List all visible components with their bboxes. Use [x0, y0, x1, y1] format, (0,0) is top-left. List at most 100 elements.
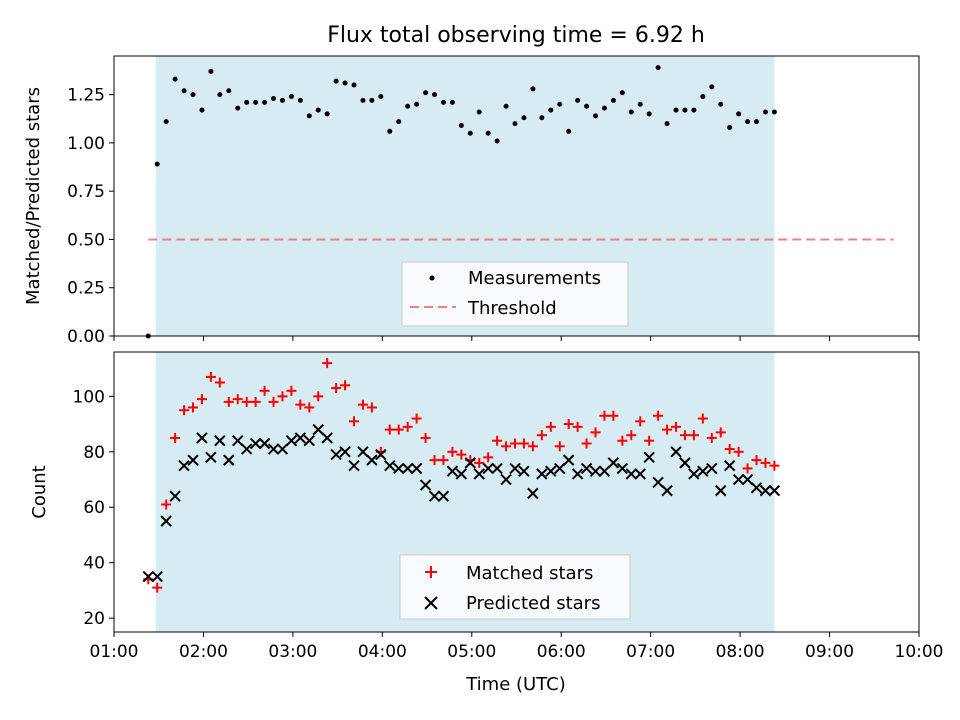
measurement-point	[306, 113, 312, 119]
top-ytick-label: 1.00	[67, 134, 105, 154]
matched-star-point	[742, 463, 753, 474]
predicted-star-point	[446, 465, 459, 477]
top-ytick-label: 0.00	[67, 327, 105, 347]
bottom-xtick-label: 07:00	[626, 642, 675, 662]
bottom-legend: Matched stars Predicted stars	[399, 554, 631, 620]
measurement-point	[771, 109, 777, 115]
predicted-star-point	[562, 454, 575, 466]
predicted-star-point	[196, 432, 208, 444]
matched-star-point	[322, 358, 333, 369]
measurement-point	[432, 92, 438, 98]
bottom-ytick-label: 80	[83, 443, 105, 463]
matched-star-point	[724, 444, 735, 455]
predicted-star-point	[732, 473, 745, 486]
predicted-star-point	[715, 484, 727, 497]
matched-star-point	[733, 446, 744, 457]
matched-star-point	[349, 416, 360, 427]
predicted-star-point	[545, 465, 557, 477]
predicted-star-point	[670, 446, 682, 458]
matched-star-point	[492, 435, 503, 446]
bottom-legend-box	[399, 554, 631, 620]
bottom-ytick-label: 20	[83, 609, 105, 629]
matched-star-point	[304, 402, 315, 413]
predicted-star-point	[142, 570, 154, 583]
measurement-point	[619, 90, 625, 96]
bottom-ytick-label: 40	[83, 554, 105, 574]
measurement-point	[467, 130, 473, 136]
matched-star-point	[205, 371, 216, 382]
predicted-star-point	[258, 437, 271, 450]
matched-star-point	[527, 441, 538, 452]
predicted-star-point	[598, 465, 611, 477]
measurement-point	[512, 121, 518, 127]
bottom-plot-frame	[113, 351, 920, 633]
measurement-point	[691, 107, 697, 113]
matched-star-point	[340, 380, 351, 391]
matched-star-point	[161, 499, 172, 510]
predicted-star-point	[276, 443, 289, 455]
measurement-point	[745, 119, 751, 125]
measurement-point	[360, 97, 366, 103]
matched-star-point	[769, 460, 780, 471]
matched-star-point	[688, 430, 699, 441]
top-legend-box	[401, 261, 629, 327]
matched-star-point	[474, 457, 485, 468]
matched-star-point	[554, 441, 565, 452]
predicted-star-point	[464, 457, 476, 469]
matched-star-point	[456, 449, 467, 460]
predicted-star-point	[249, 437, 262, 450]
predicted-star-point	[348, 459, 360, 472]
predicted-star-point	[384, 459, 396, 472]
predicted-star-point	[223, 454, 235, 466]
top-series	[145, 65, 894, 339]
predicted-star-point	[240, 443, 253, 455]
legend-measurements-label: Measurements	[468, 268, 601, 289]
measurement-point	[610, 97, 616, 103]
measurement-point	[378, 94, 384, 100]
predicted-star-point	[652, 476, 664, 489]
measurement-point	[297, 97, 303, 103]
measurement-point	[530, 86, 536, 92]
predicted-star-point	[169, 490, 181, 502]
matched-star-point	[501, 441, 512, 452]
measurement-point	[637, 101, 643, 107]
matched-star-point	[420, 432, 431, 443]
top-ytick-label: 0.25	[67, 279, 105, 299]
measurement-point	[208, 68, 214, 74]
measurement-point	[584, 103, 590, 109]
predicted-star-point	[473, 468, 485, 480]
matched-star-point	[259, 385, 270, 396]
measurement-point	[575, 97, 581, 103]
measurement-point	[226, 88, 232, 94]
measurement-point	[548, 107, 554, 113]
matched-star-point	[679, 430, 690, 441]
predicted-star-point	[151, 570, 163, 583]
measurement-point	[396, 119, 402, 125]
predicted-star-point	[571, 468, 584, 480]
predicted-star-point	[285, 435, 298, 447]
predicted-star-point	[267, 443, 280, 455]
top-yticks: 0.00 0.25 0.50 0.75 1.00 1.25	[67, 86, 114, 347]
measurement-point	[288, 94, 294, 100]
predicted-star-point	[616, 462, 629, 475]
predicted-star-point	[607, 457, 620, 469]
matched-star-point	[536, 430, 547, 441]
top-plot-frame	[113, 55, 920, 337]
measurement-point	[628, 109, 634, 115]
matched-star-point	[599, 410, 610, 421]
predicted-star-point	[688, 468, 700, 480]
predicted-star-point	[589, 465, 602, 477]
predicted-star-point	[357, 446, 369, 458]
matched-star-point	[188, 402, 199, 413]
predicted-star-point	[321, 432, 333, 444]
matched-star-point	[653, 410, 664, 421]
chart-title: Flux total observing time = 6.92 h	[327, 23, 705, 48]
predicted-star-point	[205, 451, 217, 464]
measurement-point	[593, 113, 599, 119]
predicted-star-point	[330, 448, 342, 461]
top-ytick-label: 0.50	[67, 230, 105, 250]
measurement-point	[566, 128, 572, 134]
predicted-star-point	[679, 457, 691, 469]
measurement-point	[217, 92, 223, 98]
